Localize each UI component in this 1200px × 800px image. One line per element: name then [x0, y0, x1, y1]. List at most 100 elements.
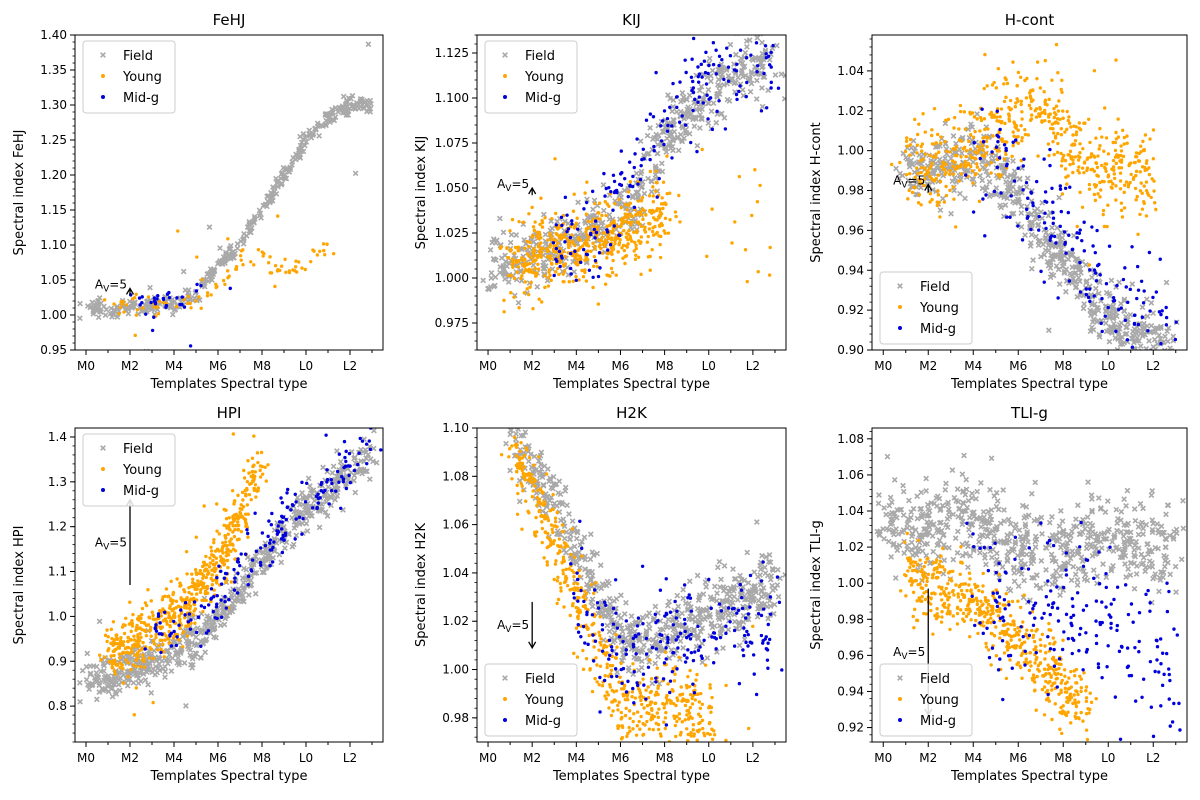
point-young — [628, 235, 633, 240]
point-young — [1002, 99, 1007, 104]
point-field — [665, 92, 671, 98]
point-field — [773, 42, 780, 49]
point-mid-g — [1034, 179, 1039, 184]
point-young — [149, 634, 153, 638]
point-field — [248, 581, 255, 588]
point-young — [1005, 140, 1009, 144]
point-young — [193, 621, 197, 625]
point-young — [916, 201, 921, 205]
point-young — [930, 161, 934, 165]
axes-frame — [74, 34, 384, 351]
point-field — [191, 641, 198, 647]
point-young — [561, 272, 565, 276]
point-young — [1119, 201, 1124, 205]
point-field — [202, 649, 209, 656]
point-young — [234, 267, 239, 272]
point-field — [683, 130, 690, 136]
point-young — [499, 244, 503, 249]
point-field — [1147, 353, 1152, 358]
point-young — [1038, 112, 1042, 116]
point-field — [733, 51, 739, 58]
point-field — [348, 95, 354, 102]
point-young — [618, 238, 622, 242]
point-young — [535, 234, 539, 238]
point-field — [948, 210, 954, 217]
point-young — [188, 604, 193, 608]
point-young — [1052, 152, 1056, 157]
x-tick-label: L2 — [1146, 359, 1160, 373]
point-young — [641, 217, 645, 222]
point-young — [1043, 118, 1047, 123]
point-field — [169, 311, 176, 318]
point-mid-g — [1048, 163, 1052, 168]
point-mid-g — [258, 560, 263, 565]
point-young — [653, 224, 657, 229]
point-young — [323, 253, 327, 257]
point-young — [226, 565, 230, 570]
point-young — [531, 250, 535, 254]
point-field — [185, 287, 192, 293]
point-mid-g — [281, 534, 285, 539]
point-young — [246, 535, 250, 539]
point-field — [755, 57, 762, 63]
point-young — [532, 252, 536, 257]
point-young — [951, 159, 955, 163]
series-young — [102, 214, 336, 338]
point-young — [525, 268, 530, 273]
point-young — [1087, 263, 1092, 267]
point-mid-g — [1167, 380, 1170, 383]
point-mid-g — [335, 469, 340, 474]
point-young — [1112, 172, 1117, 176]
point-mid-g — [552, 273, 556, 278]
point-field — [278, 559, 285, 566]
point-mid-g — [1158, 257, 1162, 261]
point-young — [141, 306, 145, 310]
point-young — [626, 237, 630, 242]
point-mid-g — [639, 163, 643, 168]
point-young — [1143, 133, 1148, 137]
point-field — [168, 299, 175, 306]
point-young — [252, 263, 256, 267]
point-young — [252, 486, 256, 491]
point-field — [340, 93, 347, 100]
point-field — [1028, 231, 1035, 238]
point-young — [613, 202, 617, 206]
point-young — [522, 291, 527, 295]
point-young — [1059, 126, 1064, 131]
point-field — [1047, 265, 1054, 271]
point-young — [977, 199, 982, 204]
point-young — [549, 278, 553, 283]
point-young — [116, 645, 121, 649]
point-field — [1047, 209, 1054, 216]
point-mid-g — [722, 77, 726, 82]
point-young — [549, 254, 553, 258]
point-mid-g — [329, 478, 333, 482]
point-mid-g — [357, 451, 361, 455]
point-young — [1100, 163, 1104, 168]
point-mid-g — [1080, 238, 1084, 243]
point-young — [1076, 158, 1081, 162]
point-young — [625, 245, 629, 249]
point-young — [597, 238, 601, 242]
point-mid-g — [762, 32, 765, 35]
x-tick-label: M8 — [253, 359, 271, 373]
point-young — [650, 248, 654, 252]
point-mid-g — [638, 177, 643, 182]
point-mid-g — [325, 468, 329, 472]
point-young — [1111, 165, 1116, 169]
point-young — [996, 66, 1001, 71]
point-young — [955, 153, 959, 158]
point-young — [608, 223, 612, 228]
point-field — [156, 656, 163, 662]
point-field — [653, 131, 660, 138]
point-mid-g — [1043, 190, 1048, 194]
point-young — [1074, 130, 1079, 134]
point-young — [1015, 97, 1019, 101]
point-mid-g — [156, 612, 161, 616]
point-young — [184, 598, 188, 602]
point-young — [214, 285, 218, 290]
point-young — [256, 488, 260, 493]
point-mid-g — [1154, 290, 1159, 294]
point-young — [119, 299, 123, 304]
point-mid-g — [1075, 235, 1079, 240]
